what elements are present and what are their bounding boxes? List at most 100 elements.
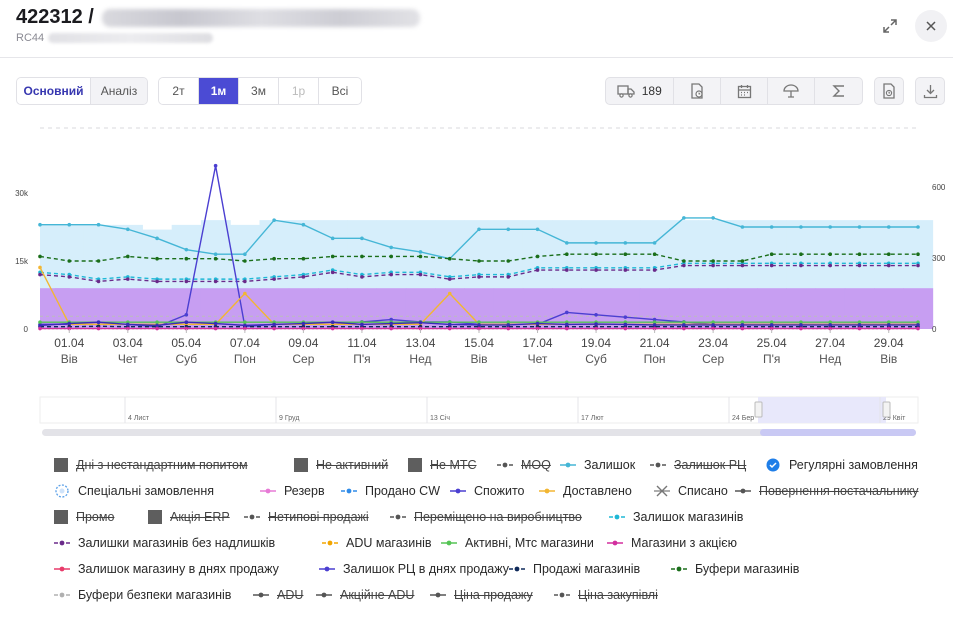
legend-item[interactable]: Резерв [260,482,325,500]
series-point [272,326,276,331]
legend-item[interactable]: Спожито [450,482,525,500]
series-point [184,279,189,284]
legend-row: Дні з нестандартним попитом Не активний Не… [54,456,944,482]
series-point [418,254,423,259]
series-point [272,256,276,261]
period-1y[interactable]: 1р [279,78,319,104]
navigator-handle-left[interactable] [754,401,763,418]
series-point [594,252,598,256]
legend-label: Не активний [316,458,389,472]
series-point [886,326,891,331]
legend-item[interactable]: Ціна продажу [430,586,533,604]
navigator-handle-right[interactable] [882,401,891,418]
legend-item[interactable]: Залишок магазинів [609,508,743,526]
legend-item[interactable]: MOQ [497,456,551,474]
legend-item[interactable]: Ціна закупівлі [554,586,658,604]
legend-item[interactable]: Акційне ADU [316,586,414,604]
legend-item[interactable]: Буфери магазинів [671,560,799,578]
legend-marker-icon [253,588,269,602]
legend-item[interactable]: Регулярні замовлення [765,456,918,474]
series-point [213,252,218,256]
legend-label: Продажі магазинів [533,562,641,576]
series-point [213,279,218,284]
series-point [184,320,189,324]
series-point [506,320,511,324]
legend-square-icon [294,458,308,472]
history-button[interactable] [874,77,904,105]
legend-item[interactable]: ADU [253,586,303,604]
series-point [272,277,276,281]
legend-item[interactable]: Залишок РЦ в днях продажу [319,560,509,578]
x-tick-date: 09.04 [288,336,318,350]
series-point [506,227,511,232]
forecast-chart[interactable]: 0 15k 30k 0 300 600 01.04 Вів 03.04 Чет 05.04 Суб 07… [0,115,953,450]
legend-marker-icon [390,510,406,524]
x-tick-day: Нед [409,352,431,366]
legend-square-icon [54,458,68,472]
promo-button[interactable] [768,78,815,104]
series-point [272,322,276,327]
legend-item[interactable]: Магазини з акцією [607,534,737,552]
sum-button[interactable] [815,78,862,104]
series-point [769,225,774,229]
series-point [769,320,774,324]
legend-item[interactable]: Нетипові продажі [244,508,369,526]
series-point [886,320,891,324]
series-point [623,241,628,245]
series-point [184,256,189,261]
series-point [886,323,891,327]
tab-analysis[interactable]: Аналіз [91,78,147,104]
legend-item[interactable]: Залишок магазину в днях продажу [54,560,279,578]
legend-item[interactable]: Продано CW [341,482,440,500]
orders-button[interactable] [674,78,721,104]
period-1m[interactable]: 1м [199,78,239,104]
legend-item[interactable]: Акція ERP [148,508,230,526]
series-point [652,323,657,327]
x-tick-day: Нед [819,352,841,366]
legend-marker-icon [54,588,70,602]
legend-item[interactable]: Спеціальні замовлення [54,482,214,500]
legend-item[interactable]: Не МТС [408,456,477,474]
series-point [623,326,628,331]
legend-label: Регулярні замовлення [789,458,918,472]
legend-label: Ціна закупівлі [578,588,658,602]
series-point [711,320,715,324]
period-3m[interactable]: 3м [239,78,279,104]
calendar-button[interactable] [721,78,768,104]
expand-button[interactable] [874,10,906,42]
legend-item[interactable]: ADU магазинів [322,534,432,552]
legend-item[interactable]: Буфери безпеки магазинів [54,586,231,604]
series-point [769,252,774,256]
navigator-label: 29 Квіт [883,414,906,422]
legend-label: Дні з нестандартним попитом [76,458,248,472]
period-2w[interactable]: 2т [159,78,199,104]
legend-item[interactable]: Доставлено [539,482,632,500]
legend-item[interactable]: Активні, Мтс магазини [441,534,594,552]
series-point [886,252,891,256]
legend-label: Залишок магазинів [633,510,744,524]
legend-item[interactable]: Не активний [294,456,388,474]
legend-label: Нетипові продажі [268,510,369,524]
legend-item[interactable]: Промо [54,508,114,526]
legend-item[interactable]: Залишок РЦ [650,456,746,474]
legend-item[interactable]: Повернення постачальнику [735,482,919,500]
deliveries-button[interactable]: 189 [606,78,674,104]
legend-item[interactable]: Дні з нестандартним попитом [54,456,248,474]
close-button[interactable] [915,10,947,42]
series-point [682,323,686,327]
legend-item[interactable]: Переміщено на виробництво [390,508,582,526]
legend-marker-icon [560,458,576,472]
tab-main[interactable]: Основний [17,78,91,104]
legend-item[interactable]: Списано [654,482,728,500]
legend-marker-icon [54,562,70,576]
download-button[interactable] [915,77,945,105]
series-point [447,322,452,327]
scrollbar-thumb[interactable] [760,429,916,436]
legend-item[interactable]: Продажі магазинів [509,560,640,578]
legend-label: Списано [678,484,728,498]
series-point [799,225,803,229]
legend-item[interactable]: Залишок [560,456,635,474]
period-all[interactable]: Всі [319,78,361,104]
product-code-redacted [48,33,214,43]
legend-item[interactable]: Залишки магазинів без надлишків [54,534,275,552]
